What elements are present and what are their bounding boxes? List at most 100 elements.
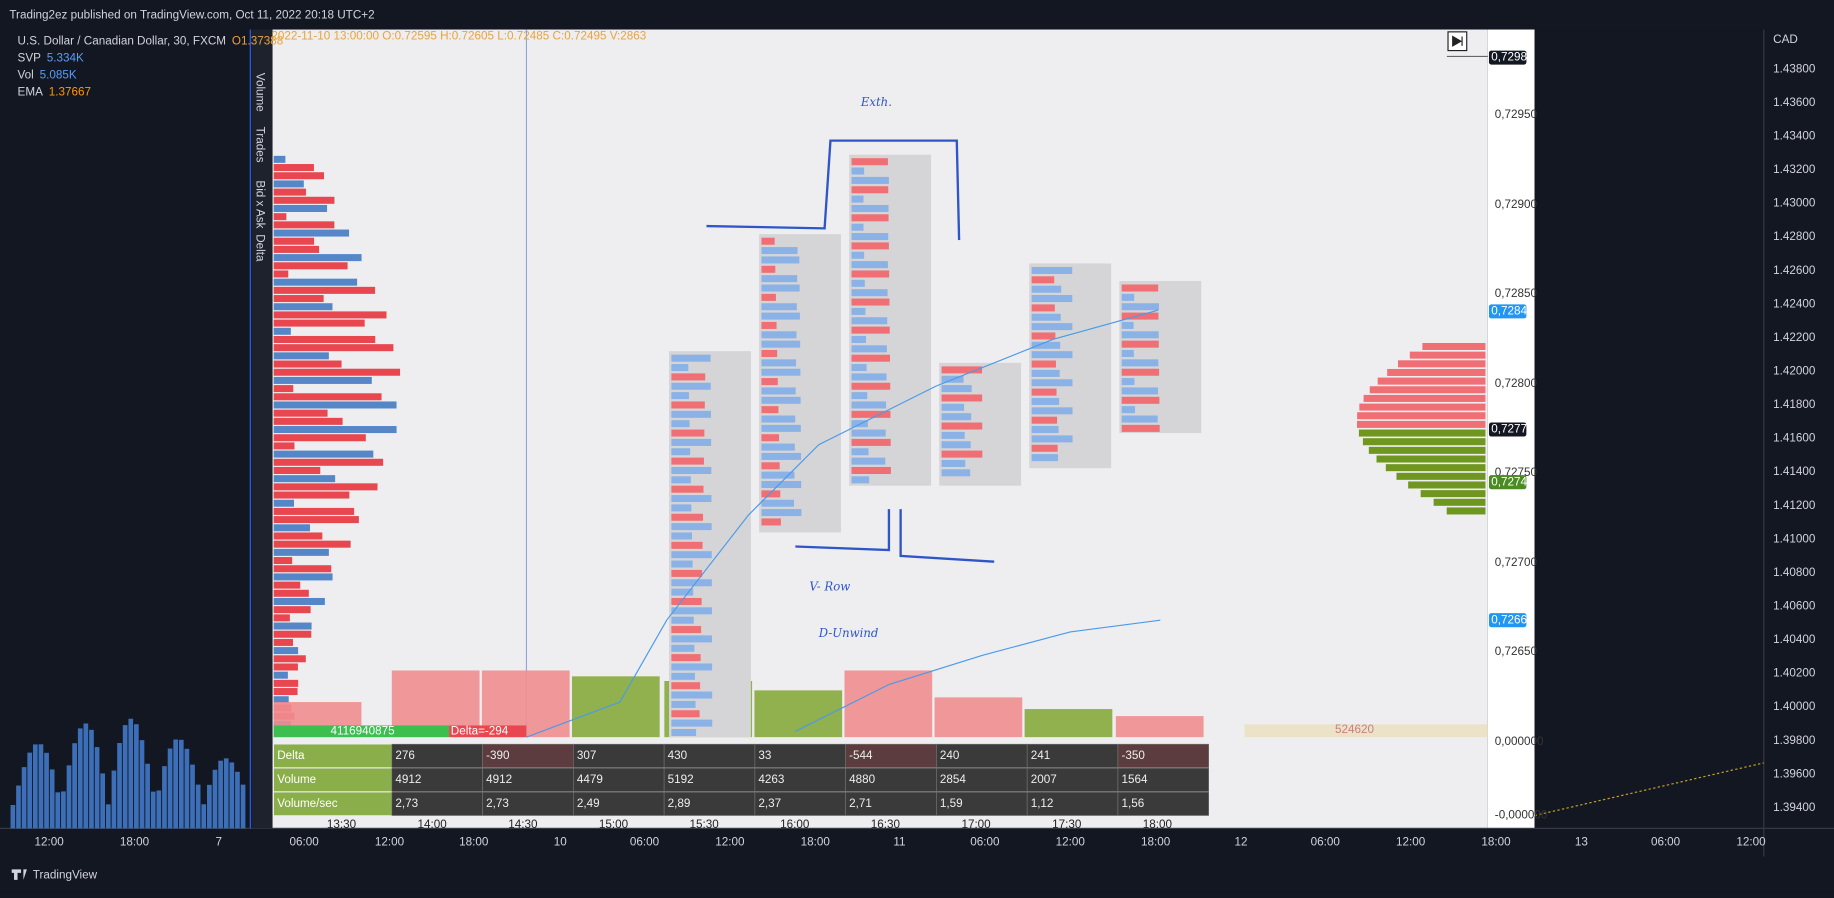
footprint-cell [851, 392, 868, 400]
profile-bar [1368, 446, 1486, 454]
profile-bar [1377, 377, 1486, 385]
label-bg [273, 725, 450, 738]
footprint-cell [671, 532, 692, 540]
side-tab-bar [251, 29, 273, 829]
table-cell-text: 4479 [577, 773, 603, 786]
right-axis-label: 1.40600 [1773, 599, 1816, 612]
footprint-cell [1121, 303, 1160, 311]
volume-bar [571, 676, 660, 738]
profile-bar [273, 614, 290, 622]
table-cell-text: 2007 [1031, 773, 1057, 786]
footprint-cell [761, 415, 796, 423]
profile-bar [1396, 472, 1486, 480]
footprint-cell [851, 364, 867, 372]
right-axis-label: 1.42200 [1773, 331, 1816, 344]
right-axis-label: 1.43600 [1773, 96, 1816, 109]
histogram-bar [94, 747, 100, 829]
footprint-cell [671, 392, 689, 400]
histogram-bar [235, 771, 240, 829]
histogram-bar [218, 760, 223, 829]
footprint-cell [1031, 397, 1060, 405]
footprint-cell [851, 158, 888, 166]
histogram-bar [184, 748, 190, 829]
profile-bar [1409, 351, 1486, 359]
footprint-cell [671, 700, 696, 708]
time-label: 06:00 [630, 836, 660, 849]
histogram-bar [240, 784, 246, 829]
price-tag-label: 0,72980 [1491, 51, 1534, 64]
histogram-bar [122, 725, 128, 829]
histogram-bar [150, 791, 156, 829]
footprint-cell [761, 434, 780, 442]
volume-bar [1115, 716, 1204, 738]
profile-bar [273, 606, 311, 614]
profile-bar [1420, 490, 1486, 498]
profile-bar [273, 458, 384, 466]
legend-value: 5.334K [47, 51, 84, 64]
footprint-cell [1121, 293, 1135, 301]
footprint-cell [851, 261, 888, 269]
time-label: 06:00 [1651, 836, 1681, 849]
footprint-cell [851, 382, 891, 390]
profile-bar [273, 270, 289, 278]
right-axis-label: 1.41800 [1773, 398, 1816, 411]
price-label: 0,72650 [1495, 645, 1538, 658]
table-row-label: Volume/sec [277, 797, 338, 810]
profile-bar [273, 245, 320, 253]
profile-bar [273, 360, 342, 368]
currency: CAD [1773, 33, 1798, 46]
footprint-cell [671, 448, 691, 456]
volume-bar [844, 670, 933, 738]
footprint-cell [671, 719, 713, 727]
right-axis-label: 1.42800 [1773, 230, 1816, 243]
profile-bar [273, 180, 304, 188]
footprint-cell [671, 588, 694, 596]
footprint-cell [1121, 312, 1159, 320]
ohlc-line: 2022-11-10 13:00:00 O:0.72595 H:0.72605 … [271, 30, 646, 43]
table-cell-text: -544 [849, 749, 873, 762]
profile-bar [1433, 498, 1486, 506]
table-cell-text: 2,37 [758, 797, 781, 810]
footprint-cell [761, 359, 797, 367]
footprint-cell [761, 321, 777, 329]
time-label: 06:00 [289, 836, 319, 849]
profile-bar [273, 581, 301, 589]
footprint-cell [851, 326, 890, 334]
footprint-cell [1031, 266, 1073, 274]
volume-bar [934, 697, 1023, 738]
profile-delta: Delta=-294 [451, 724, 509, 737]
profile-bar [273, 254, 362, 262]
footprint-cell [1031, 369, 1060, 377]
profile-bar [273, 172, 325, 180]
footprint-cell [851, 401, 887, 409]
table-cell-text: 430 [668, 749, 688, 762]
footprint-cell [761, 284, 800, 292]
table-cell-text: 4263 [758, 773, 784, 786]
profile-bar [273, 196, 335, 204]
histogram-bar [10, 804, 16, 829]
footprint-cell [1121, 331, 1159, 339]
profile-bar [273, 344, 394, 352]
right-axis-label: 1.39400 [1773, 801, 1816, 814]
indicator-line [795, 619, 1161, 732]
histogram-bar [167, 748, 173, 829]
footprint-cell [1121, 424, 1160, 432]
price-label: 0,72950 [1495, 108, 1538, 121]
footprint-cell [941, 413, 972, 421]
time-label: 06:00 [1311, 836, 1341, 849]
profile-bar [1358, 429, 1486, 437]
footprint-cell [671, 429, 705, 437]
right-axis-label: 1.40000 [1773, 700, 1816, 713]
decor [10, 139, 1764, 829]
profile-bar [273, 565, 332, 573]
label-bg [449, 725, 527, 738]
footprint-cell [851, 354, 890, 362]
legend-value: 1.37667 [49, 86, 91, 99]
profile-bar [273, 409, 328, 417]
time-label: 18:00 [1141, 836, 1171, 849]
time-label: 11 [893, 836, 905, 849]
footprint-cell [761, 265, 776, 273]
histogram-bar [201, 804, 207, 829]
histogram-bar [190, 764, 195, 829]
footprint-cell [671, 682, 701, 690]
